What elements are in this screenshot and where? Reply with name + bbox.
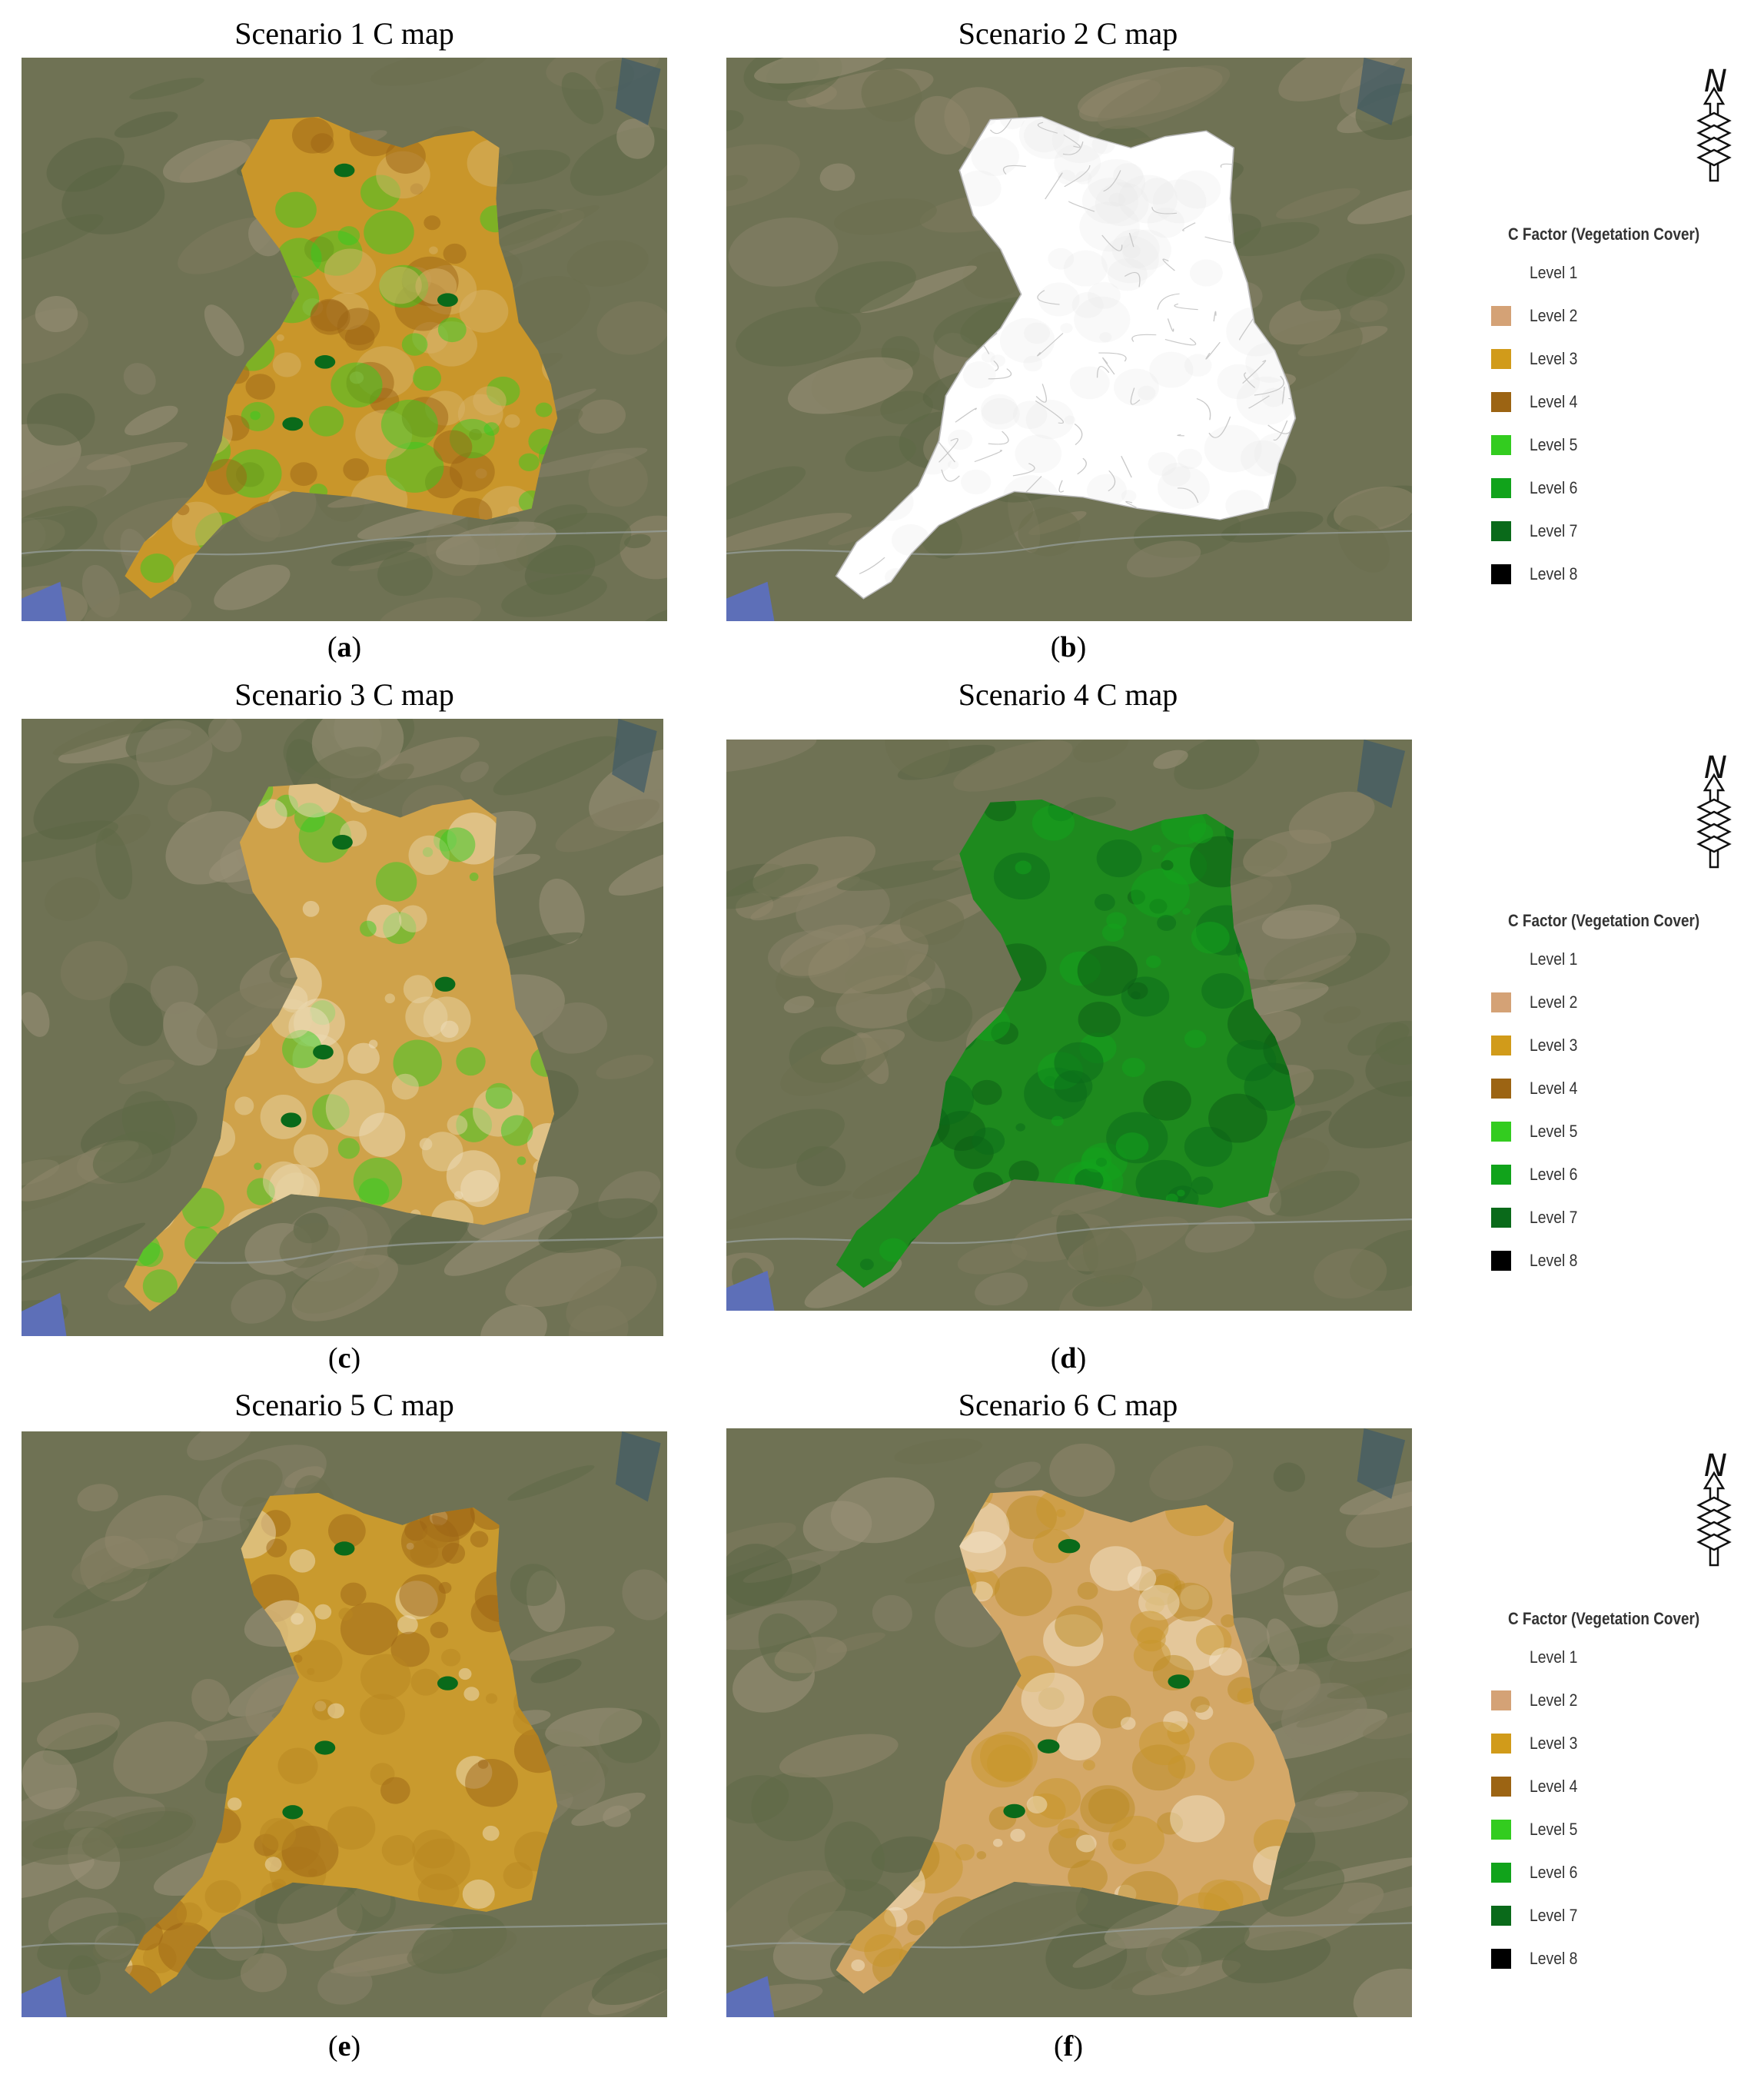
legend-swatch — [1491, 1165, 1511, 1185]
map-panel-f — [726, 1428, 1412, 2017]
legend-swatch — [1491, 521, 1511, 541]
legend-swatch — [1491, 1949, 1511, 1969]
legend-item: Level 6 — [1491, 1853, 1752, 1897]
legend-swatch — [1491, 1208, 1511, 1228]
legend-label: Level 1 — [1530, 263, 1578, 282]
legend-item: Level 3 — [1491, 1026, 1752, 1069]
legend-swatch — [1491, 1690, 1511, 1710]
legend-item: Level 4 — [1491, 1767, 1752, 1810]
legend-swatch — [1491, 1820, 1511, 1840]
legend-label: Level 7 — [1530, 1208, 1578, 1227]
legend-item: Level 8 — [1491, 1940, 1752, 1983]
legend-swatch — [1491, 1734, 1511, 1754]
legend-item: Level 2 — [1491, 297, 1752, 340]
panel-b-title: Scenario 2 C map — [958, 16, 1178, 51]
legend-item: Level 2 — [1491, 1681, 1752, 1724]
panel-e-title: Scenario 5 C map — [234, 1388, 454, 1422]
legend-item: Level 2 — [1491, 983, 1752, 1026]
legend: C Factor (Vegetation Cover) Level 1 Level… — [1491, 224, 1752, 598]
legend-item: Level 7 — [1491, 1198, 1752, 1242]
legend-title: C Factor (Vegetation Cover) — [1508, 1609, 1700, 1628]
legend-label: Level 6 — [1530, 1863, 1578, 1882]
legend-item: Level 5 — [1491, 426, 1752, 469]
legend-item: Level 4 — [1491, 1069, 1752, 1112]
legend-label: Level 4 — [1530, 1079, 1578, 1098]
legend-label: Level 1 — [1530, 1647, 1578, 1667]
legend-item: Level 5 — [1491, 1112, 1752, 1155]
legend-label: Level 8 — [1530, 1251, 1578, 1270]
panel-d-title: Scenario 4 C map — [958, 677, 1178, 712]
legend-title: C Factor (Vegetation Cover) — [1508, 224, 1700, 244]
legend-swatch — [1491, 1647, 1511, 1667]
legend-swatch — [1491, 1251, 1511, 1271]
legend-swatch — [1491, 349, 1511, 369]
north-arrow-icon: N — [1687, 1448, 1741, 1573]
legend-item: Level 3 — [1491, 340, 1752, 383]
panel-f-title: Scenario 6 C map — [958, 1388, 1178, 1422]
legend-label: Level 5 — [1530, 1122, 1578, 1141]
map-panel-c — [22, 719, 663, 1336]
legend-label: Level 8 — [1530, 564, 1578, 583]
legend-item: Level 4 — [1491, 383, 1752, 426]
legend-item: Level 5 — [1491, 1810, 1752, 1853]
legend-item: Level 7 — [1491, 1897, 1752, 1940]
map-panel-e — [22, 1431, 667, 2017]
legend-swatch — [1491, 1036, 1511, 1055]
legend-item: Level 6 — [1491, 469, 1752, 512]
legend-item: Level 8 — [1491, 1242, 1752, 1285]
map-panel-d — [726, 740, 1412, 1311]
legend-label: Level 4 — [1530, 1777, 1578, 1796]
legend-swatch — [1491, 564, 1511, 584]
caption-b: (b) — [1050, 631, 1087, 663]
caption-e: (e) — [327, 2030, 361, 2063]
legend-item: Level 1 — [1491, 254, 1752, 297]
legend-label: Level 3 — [1530, 1734, 1578, 1753]
legend-swatch — [1491, 1863, 1511, 1883]
legend-label: Level 4 — [1530, 392, 1578, 411]
legend-label: Level 6 — [1530, 1165, 1578, 1184]
legend-item: Level 3 — [1491, 1724, 1752, 1767]
legend-title: C Factor (Vegetation Cover) — [1508, 911, 1700, 930]
legend-swatch — [1491, 1122, 1511, 1142]
legend-label: Level 3 — [1530, 349, 1578, 368]
caption-c: (c) — [327, 1342, 361, 1375]
legend-label: Level 2 — [1530, 306, 1578, 325]
legend-item: Level 1 — [1491, 1638, 1752, 1681]
caption-d: (d) — [1050, 1342, 1087, 1375]
panel-c-title: Scenario 3 C map — [234, 677, 454, 712]
legend-swatch — [1491, 263, 1511, 283]
legend-swatch — [1491, 1079, 1511, 1099]
map-panel-a — [22, 58, 667, 621]
legend-item: Level 1 — [1491, 940, 1752, 983]
legend-swatch — [1491, 1906, 1511, 1926]
legend-item: Level 8 — [1491, 555, 1752, 598]
legend-swatch — [1491, 306, 1511, 326]
panel-a-title: Scenario 1 C map — [234, 16, 454, 51]
legend-label: Level 5 — [1530, 435, 1578, 454]
caption-f: (f) — [1054, 2030, 1083, 2063]
legend-swatch — [1491, 392, 1511, 412]
legend-swatch — [1491, 435, 1511, 455]
legend-label: Level 8 — [1530, 1949, 1578, 1968]
legend: C Factor (Vegetation Cover) Level 1 Level… — [1491, 1609, 1752, 1983]
legend-label: Level 7 — [1530, 1906, 1578, 1925]
legend-label: Level 3 — [1530, 1036, 1578, 1055]
legend: C Factor (Vegetation Cover) Level 1 Level… — [1491, 911, 1752, 1285]
legend-label: Level 2 — [1530, 1690, 1578, 1710]
north-arrow-icon: N — [1687, 750, 1741, 875]
legend-label: Level 5 — [1530, 1820, 1578, 1839]
legend-swatch — [1491, 949, 1511, 969]
north-arrow-icon: N — [1687, 64, 1741, 188]
legend-swatch — [1491, 992, 1511, 1012]
legend-swatch — [1491, 478, 1511, 498]
legend-label: Level 6 — [1530, 478, 1578, 497]
caption-a: (a) — [327, 631, 362, 663]
legend-item: Level 6 — [1491, 1155, 1752, 1198]
legend-item: Level 7 — [1491, 512, 1752, 555]
legend-label: Level 7 — [1530, 521, 1578, 540]
legend-swatch — [1491, 1777, 1511, 1797]
legend-label: Level 2 — [1530, 992, 1578, 1012]
legend-label: Level 1 — [1530, 949, 1578, 969]
map-panel-b — [726, 58, 1412, 621]
